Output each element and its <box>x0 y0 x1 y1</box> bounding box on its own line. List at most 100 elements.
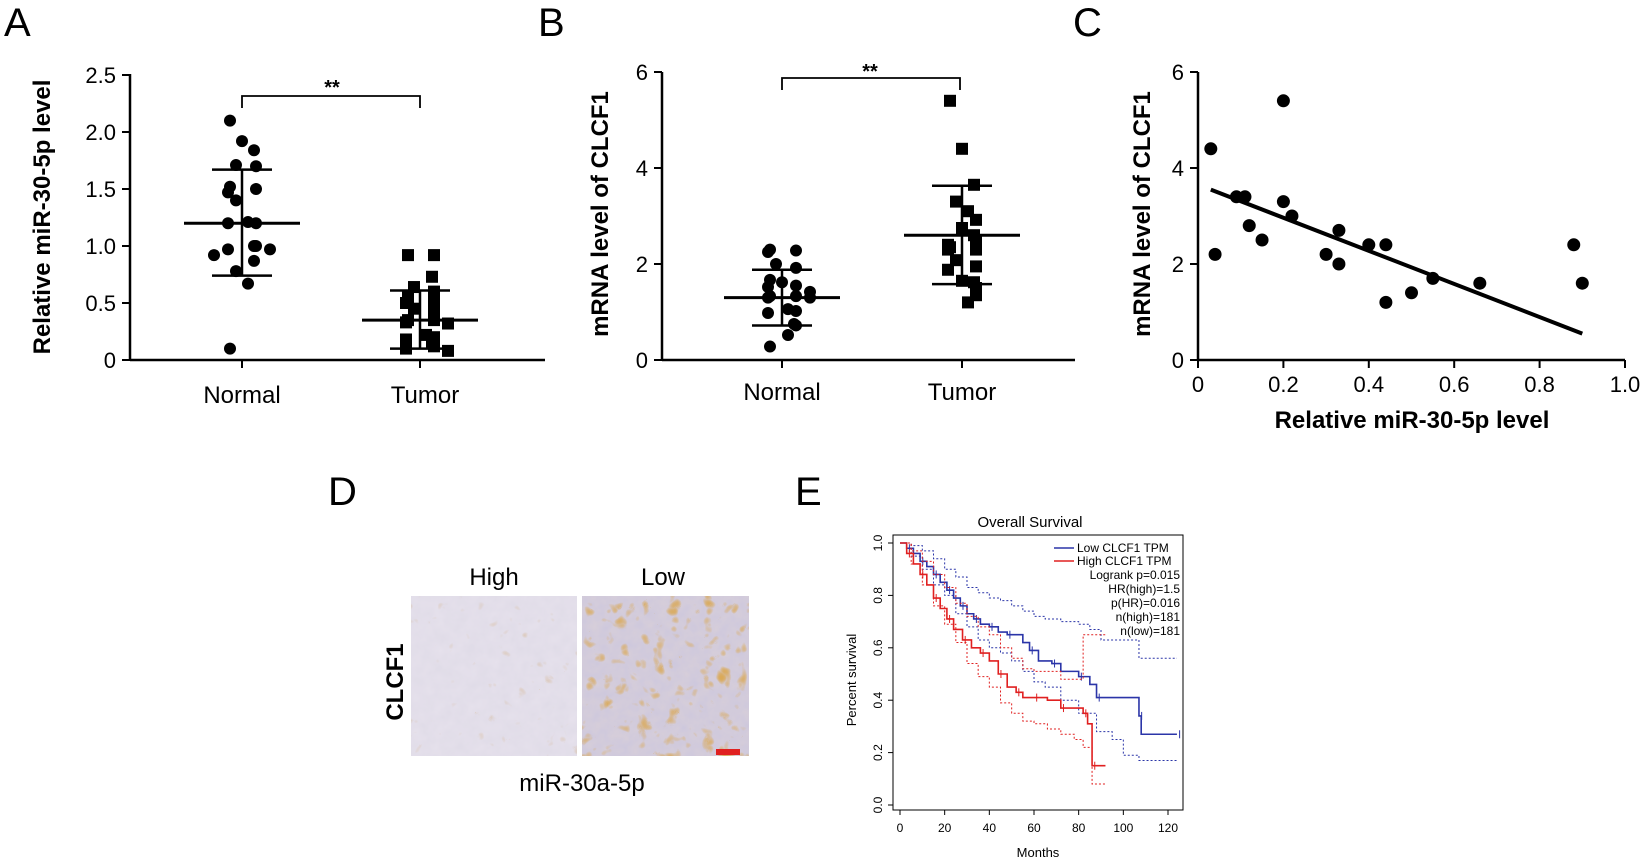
c-point <box>1379 238 1393 252</box>
a-point-normal <box>250 240 262 252</box>
b-point-tumor <box>950 195 962 208</box>
b-point-normal <box>790 305 802 318</box>
a-point-tumor <box>428 340 440 353</box>
c-point <box>1473 276 1487 290</box>
a-point-normal <box>224 342 236 355</box>
a-point-normal <box>230 265 242 278</box>
a-point-tumor <box>428 249 440 262</box>
a-category-tumor: Tumor <box>391 382 459 409</box>
b-significance: ** <box>862 61 878 83</box>
a-y-tick-label: 0 <box>104 348 116 373</box>
c-point <box>1379 295 1393 309</box>
c-x-tick-label: 0 <box>1192 372 1204 397</box>
e-x-axis-label: Months <box>1017 845 1060 860</box>
e-stat-nhigh: n(high)=181 <box>1116 610 1181 624</box>
panel-a-scatter: Relative miR-30-5p level ** 0 0.5 1.0 1.5 2.… <box>29 63 545 409</box>
panel-letter-c: C <box>1073 1 1102 45</box>
a-point-normal <box>236 135 248 148</box>
c-point <box>1575 276 1589 290</box>
b-point-tumor <box>970 289 982 302</box>
scale-bar <box>716 749 740 755</box>
d-col-label-low: Low <box>641 564 686 591</box>
b-point-tumor <box>956 142 968 155</box>
a-point-tumor <box>426 270 438 283</box>
c-point <box>1276 195 1290 209</box>
a-point-normal <box>208 249 220 262</box>
c-point <box>1567 238 1581 252</box>
c-y-tick-label: 6 <box>1172 60 1184 85</box>
a-y-axis-label: Relative miR-30-5p level <box>29 80 56 355</box>
c-point <box>1332 257 1346 271</box>
e-legend-high: High CLCF1 TPM <box>1077 554 1171 568</box>
c-y-tick-label: 0 <box>1172 348 1184 373</box>
e-y-tick-label: 0.4 <box>871 692 885 709</box>
d-row-label: CLCF1 <box>382 643 409 720</box>
c-y-tick-label: 4 <box>1172 156 1184 181</box>
a-point-normal <box>242 277 254 290</box>
b-point-normal <box>770 258 782 270</box>
a-point-normal <box>248 144 260 157</box>
a-point-normal <box>230 159 242 172</box>
a-point-normal <box>222 186 234 199</box>
b-point-normal <box>790 261 802 274</box>
e-x-tick-label: 80 <box>1072 821 1086 835</box>
e-legend: Low CLCF1 TPM High CLCF1 TPM Logrank p=0… <box>1054 541 1180 638</box>
a-point-tumor <box>400 333 412 346</box>
b-point-tumor <box>950 254 962 267</box>
c-x-tick-label: 0.2 <box>1268 372 1299 397</box>
e-x-tick-label: 120 <box>1158 821 1178 835</box>
a-y-tick-label: 1.5 <box>85 177 116 202</box>
a-y-tick-label: 2.5 <box>85 63 116 88</box>
b-point-tumor <box>944 94 956 107</box>
e-stat-logrank: Logrank p=0.015 <box>1090 568 1181 582</box>
a-y-tick-label: 2.0 <box>85 120 116 145</box>
e-legend-low: Low CLCF1 TPM <box>1077 541 1169 555</box>
e-y-tick-label: 0.2 <box>871 744 885 761</box>
b-point-normal <box>782 329 794 342</box>
ihc-image-high <box>411 596 577 756</box>
panel-letter-e: E <box>795 470 822 514</box>
b-point-tumor <box>942 243 954 256</box>
b-point-tumor <box>970 213 982 226</box>
a-point-tumor <box>408 302 420 315</box>
a-point-normal <box>224 114 236 127</box>
a-point-normal <box>222 243 234 256</box>
a-point-normal <box>230 194 242 207</box>
e-x-tick-label: 20 <box>938 821 952 835</box>
c-point <box>1276 94 1290 108</box>
b-point-normal <box>762 246 774 258</box>
ihc-image-low <box>582 596 749 756</box>
b-y-tick-label: 6 <box>636 60 648 85</box>
b-y-tick-label: 0 <box>636 348 648 373</box>
a-point-tumor <box>402 249 414 262</box>
a-y-tick-label: 0.5 <box>85 291 116 316</box>
e-y-tick-label: 0.0 <box>871 796 885 813</box>
a-point-tumor <box>442 344 454 357</box>
a-point-tumor <box>400 316 412 329</box>
c-point <box>1255 233 1269 247</box>
e-ci-upper-low <box>900 542 1177 659</box>
b-point-normal <box>764 340 776 353</box>
b-point-normal <box>762 281 774 294</box>
e-y-tick-label: 0.8 <box>871 587 885 604</box>
e-plot-frame <box>892 534 1184 811</box>
panel-letter-a: A <box>4 1 31 45</box>
e-stat-hr: HR(high)=1.5 <box>1108 582 1180 596</box>
a-point-normal <box>250 183 262 195</box>
b-point-normal <box>762 306 774 319</box>
c-y-tick-label: 2 <box>1172 252 1184 277</box>
b-y-tick-label: 2 <box>636 252 648 277</box>
c-x-tick-label: 0.8 <box>1524 372 1555 397</box>
a-point-normal <box>248 254 260 267</box>
panel-b-scatter: mRNA level of CLCF1 ** 0 2 4 6 Normal Tumor <box>587 60 1075 406</box>
e-stat-phr: p(HR)=0.016 <box>1111 596 1180 610</box>
a-y-tick-label: 1.0 <box>85 234 116 259</box>
a-point-tumor <box>428 294 440 307</box>
panel-letter-b: B <box>538 1 565 45</box>
b-point-tumor <box>942 263 954 276</box>
c-x-tick-label: 0.6 <box>1439 372 1470 397</box>
b-category-normal: Normal <box>743 379 820 406</box>
b-point-normal <box>790 279 802 292</box>
c-point <box>1332 223 1346 237</box>
